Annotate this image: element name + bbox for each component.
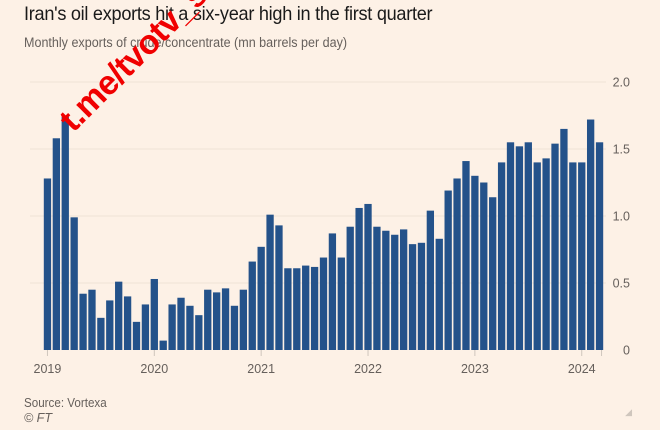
- bar: [337, 257, 345, 350]
- x-tick-label: 2023: [461, 362, 489, 376]
- bar: [248, 261, 256, 350]
- bar: [497, 162, 506, 350]
- bar: [61, 116, 69, 350]
- bar: [79, 293, 87, 350]
- bar: [97, 317, 105, 350]
- bar: [132, 321, 141, 350]
- copyright-note: © FT: [24, 411, 52, 425]
- chart-title: Iran's oil exports hit a six-year high i…: [24, 3, 433, 25]
- bar: [399, 229, 408, 350]
- bar: [408, 244, 417, 350]
- bar: [310, 266, 319, 350]
- x-tick-label: 2021: [247, 362, 275, 376]
- bar: [88, 289, 96, 350]
- bar: [70, 217, 78, 350]
- bar: [302, 265, 310, 350]
- bar: [578, 162, 586, 350]
- bar: [533, 162, 541, 350]
- bar: [373, 226, 381, 350]
- bar: [551, 143, 559, 350]
- bar: [106, 300, 114, 350]
- bar: [212, 292, 221, 350]
- bar: [239, 289, 248, 350]
- bar: [364, 203, 372, 350]
- bar: [417, 242, 426, 350]
- bar: [159, 340, 167, 350]
- bar: [586, 119, 595, 351]
- bar: [444, 190, 452, 350]
- bar: [257, 246, 265, 350]
- bar: [542, 158, 550, 350]
- bar: [177, 297, 185, 350]
- bar: [275, 225, 283, 350]
- bar: [293, 268, 301, 350]
- bar: [355, 207, 363, 350]
- bar: [524, 142, 532, 350]
- bar: [150, 278, 158, 350]
- y-axis: 0 0.5 1.0 1.5 2.0: [613, 76, 630, 358]
- bar: [426, 210, 435, 350]
- x-tick-label: 2022: [354, 362, 382, 376]
- bar: [43, 178, 52, 350]
- bars: [43, 116, 604, 351]
- bar: [284, 268, 292, 350]
- bar: [489, 197, 497, 350]
- bar: [435, 238, 443, 350]
- bar: [569, 162, 577, 350]
- bar: [230, 305, 239, 350]
- bar: [595, 142, 604, 350]
- resize-handle-icon[interactable]: ◢: [625, 407, 632, 417]
- y-tick-label: 0.5: [613, 277, 630, 291]
- bar: [471, 175, 479, 350]
- y-tick-label: 1.0: [613, 210, 630, 224]
- bar: [266, 214, 274, 350]
- bar: [123, 296, 132, 350]
- bar: [319, 257, 328, 350]
- bar: [204, 289, 212, 350]
- bar: [168, 304, 176, 350]
- bar: [515, 146, 524, 350]
- bar: [141, 304, 150, 350]
- y-tick-label: 2.0: [613, 76, 630, 90]
- x-axis: 2019 2020 2021 2022 2023 2024: [34, 350, 603, 376]
- bar: [391, 234, 399, 350]
- bar: [52, 138, 61, 350]
- y-tick-label: 0: [623, 344, 630, 358]
- x-tick-label: 2024: [568, 362, 596, 376]
- bar: [221, 288, 230, 350]
- source-note: Source: Vortexa: [24, 396, 107, 410]
- bar: [453, 178, 461, 350]
- bar: [480, 182, 488, 350]
- x-tick-label: 2019: [34, 362, 62, 376]
- bar: [186, 305, 194, 350]
- y-tick-label: 1.5: [613, 143, 630, 157]
- bar: [560, 128, 568, 350]
- chart-subtitle: Monthly exports of crude/concentrate (mn…: [24, 35, 348, 50]
- bar: [382, 230, 390, 350]
- bar: [115, 281, 123, 350]
- bar: [506, 142, 515, 350]
- bar: [195, 315, 203, 350]
- bar: [462, 161, 470, 350]
- bar: [328, 233, 337, 350]
- x-tick-label: 2020: [140, 362, 168, 376]
- bar: [346, 226, 354, 350]
